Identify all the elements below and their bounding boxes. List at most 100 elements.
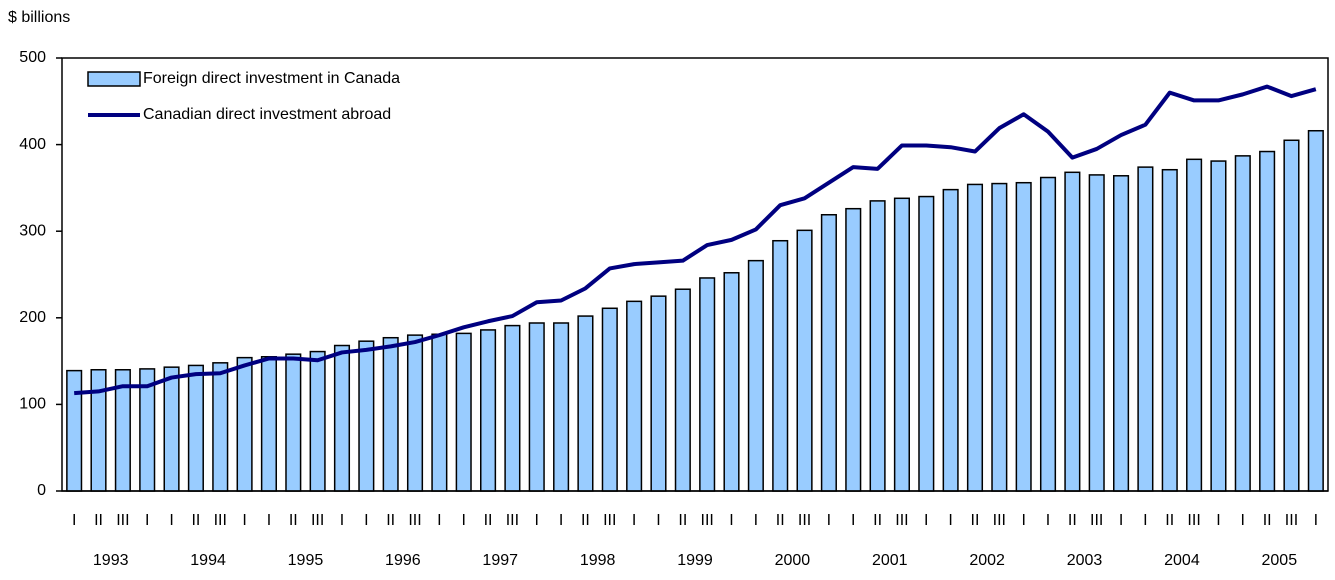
bar	[406, 334, 424, 492]
bar	[1088, 174, 1105, 492]
x-tick-label: II	[1263, 512, 1272, 529]
line	[74, 84, 1317, 396]
year-label: 1999	[677, 552, 713, 569]
bar	[285, 353, 302, 492]
bar	[772, 239, 789, 492]
x-tick-label: III	[506, 512, 519, 529]
bar	[650, 295, 667, 492]
bar	[455, 332, 472, 492]
bar	[382, 336, 399, 492]
x-tick-label: I	[656, 512, 660, 529]
bar	[504, 324, 521, 492]
bar	[90, 369, 107, 492]
bar	[431, 333, 448, 492]
x-tick-label: I	[1119, 512, 1123, 529]
x-tick-label: I	[1021, 512, 1025, 529]
bar	[845, 207, 862, 492]
bar	[1113, 175, 1130, 492]
x-tick-label: II	[484, 512, 493, 529]
x-tick-label: I	[267, 512, 271, 529]
x-tick-label: I	[1241, 512, 1245, 529]
bar	[260, 356, 277, 492]
bar	[918, 195, 935, 492]
x-tick-label: II	[1068, 512, 1077, 529]
bar	[1064, 171, 1081, 492]
y-axis-label: $ billions	[8, 9, 70, 26]
x-tick-label: III	[116, 512, 129, 529]
y-tick-label: 200	[19, 309, 46, 326]
bar	[674, 288, 691, 492]
y-tick-label: 0	[37, 482, 46, 499]
x-tick-label: II	[1165, 512, 1174, 529]
bar	[1161, 168, 1178, 492]
x-tick-label: I	[559, 512, 563, 529]
x-tick-label: I	[1314, 512, 1318, 529]
bar	[796, 229, 813, 492]
x-tick-label: I	[851, 512, 855, 529]
x-tick-label: II	[94, 512, 103, 529]
legend-label: Foreign direct investment in Canada	[143, 70, 400, 87]
bar	[1283, 139, 1300, 492]
bar	[309, 350, 326, 492]
bar	[1259, 150, 1276, 492]
x-tick-label: I	[827, 512, 831, 529]
y-tick-label: 500	[19, 49, 46, 66]
bar	[820, 213, 837, 492]
bar	[187, 364, 204, 492]
bar	[212, 362, 229, 492]
x-tick-label: III	[408, 512, 421, 529]
x-tick-label: I	[754, 512, 758, 529]
x-tick-label: II	[873, 512, 882, 529]
bar	[893, 197, 910, 492]
x-tick-label: III	[895, 512, 908, 529]
x-tick-label: III	[798, 512, 811, 529]
bar	[1015, 181, 1032, 492]
x-tick-label: I	[729, 512, 733, 529]
legend-swatch	[87, 71, 141, 87]
x-tick-label: III	[1187, 512, 1200, 529]
bar	[601, 307, 618, 492]
year-label: 1993	[93, 552, 129, 569]
x-tick-label: I	[145, 512, 149, 529]
bar	[747, 259, 764, 492]
bar	[991, 182, 1008, 492]
year-label: 1997	[482, 552, 518, 569]
x-tick-label: III	[603, 512, 616, 529]
x-tick-label: III	[701, 512, 714, 529]
year-label: 2004	[1164, 552, 1200, 569]
y-tick-label: 100	[19, 396, 46, 413]
bar	[1039, 176, 1057, 492]
y-tick-label: 400	[19, 136, 46, 153]
x-tick-label: I	[1046, 512, 1050, 529]
bar	[723, 272, 740, 492]
x-tick-label: II	[971, 512, 980, 529]
x-tick-label: I	[364, 512, 368, 529]
year-label: 2001	[872, 552, 908, 569]
legend-label: Canadian direct investment abroad	[143, 106, 391, 123]
x-tick-label: I	[535, 512, 539, 529]
x-tick-label: III	[214, 512, 227, 529]
bar	[1234, 155, 1251, 492]
bar	[699, 277, 716, 492]
x-tick-label: II	[386, 512, 395, 529]
year-label: 2003	[1067, 552, 1103, 569]
year-label: 2002	[969, 552, 1005, 569]
bar	[1137, 166, 1154, 492]
bar	[333, 344, 351, 492]
x-tick-label: I	[242, 512, 246, 529]
x-tick-label: I	[1143, 512, 1147, 529]
x-tick-label: I	[924, 512, 928, 529]
bar	[1186, 158, 1203, 492]
bar	[528, 322, 545, 492]
bar	[480, 329, 497, 492]
bar	[1307, 129, 1324, 492]
x-tick-label: I	[461, 512, 465, 529]
x-tick-label: I	[437, 512, 441, 529]
x-tick-label: II	[678, 512, 687, 529]
x-tick-label: II	[581, 512, 590, 529]
y-tick-label: 300	[19, 222, 46, 239]
year-label: 1998	[580, 552, 616, 569]
x-tick-label: I	[169, 512, 173, 529]
bar	[358, 340, 375, 492]
